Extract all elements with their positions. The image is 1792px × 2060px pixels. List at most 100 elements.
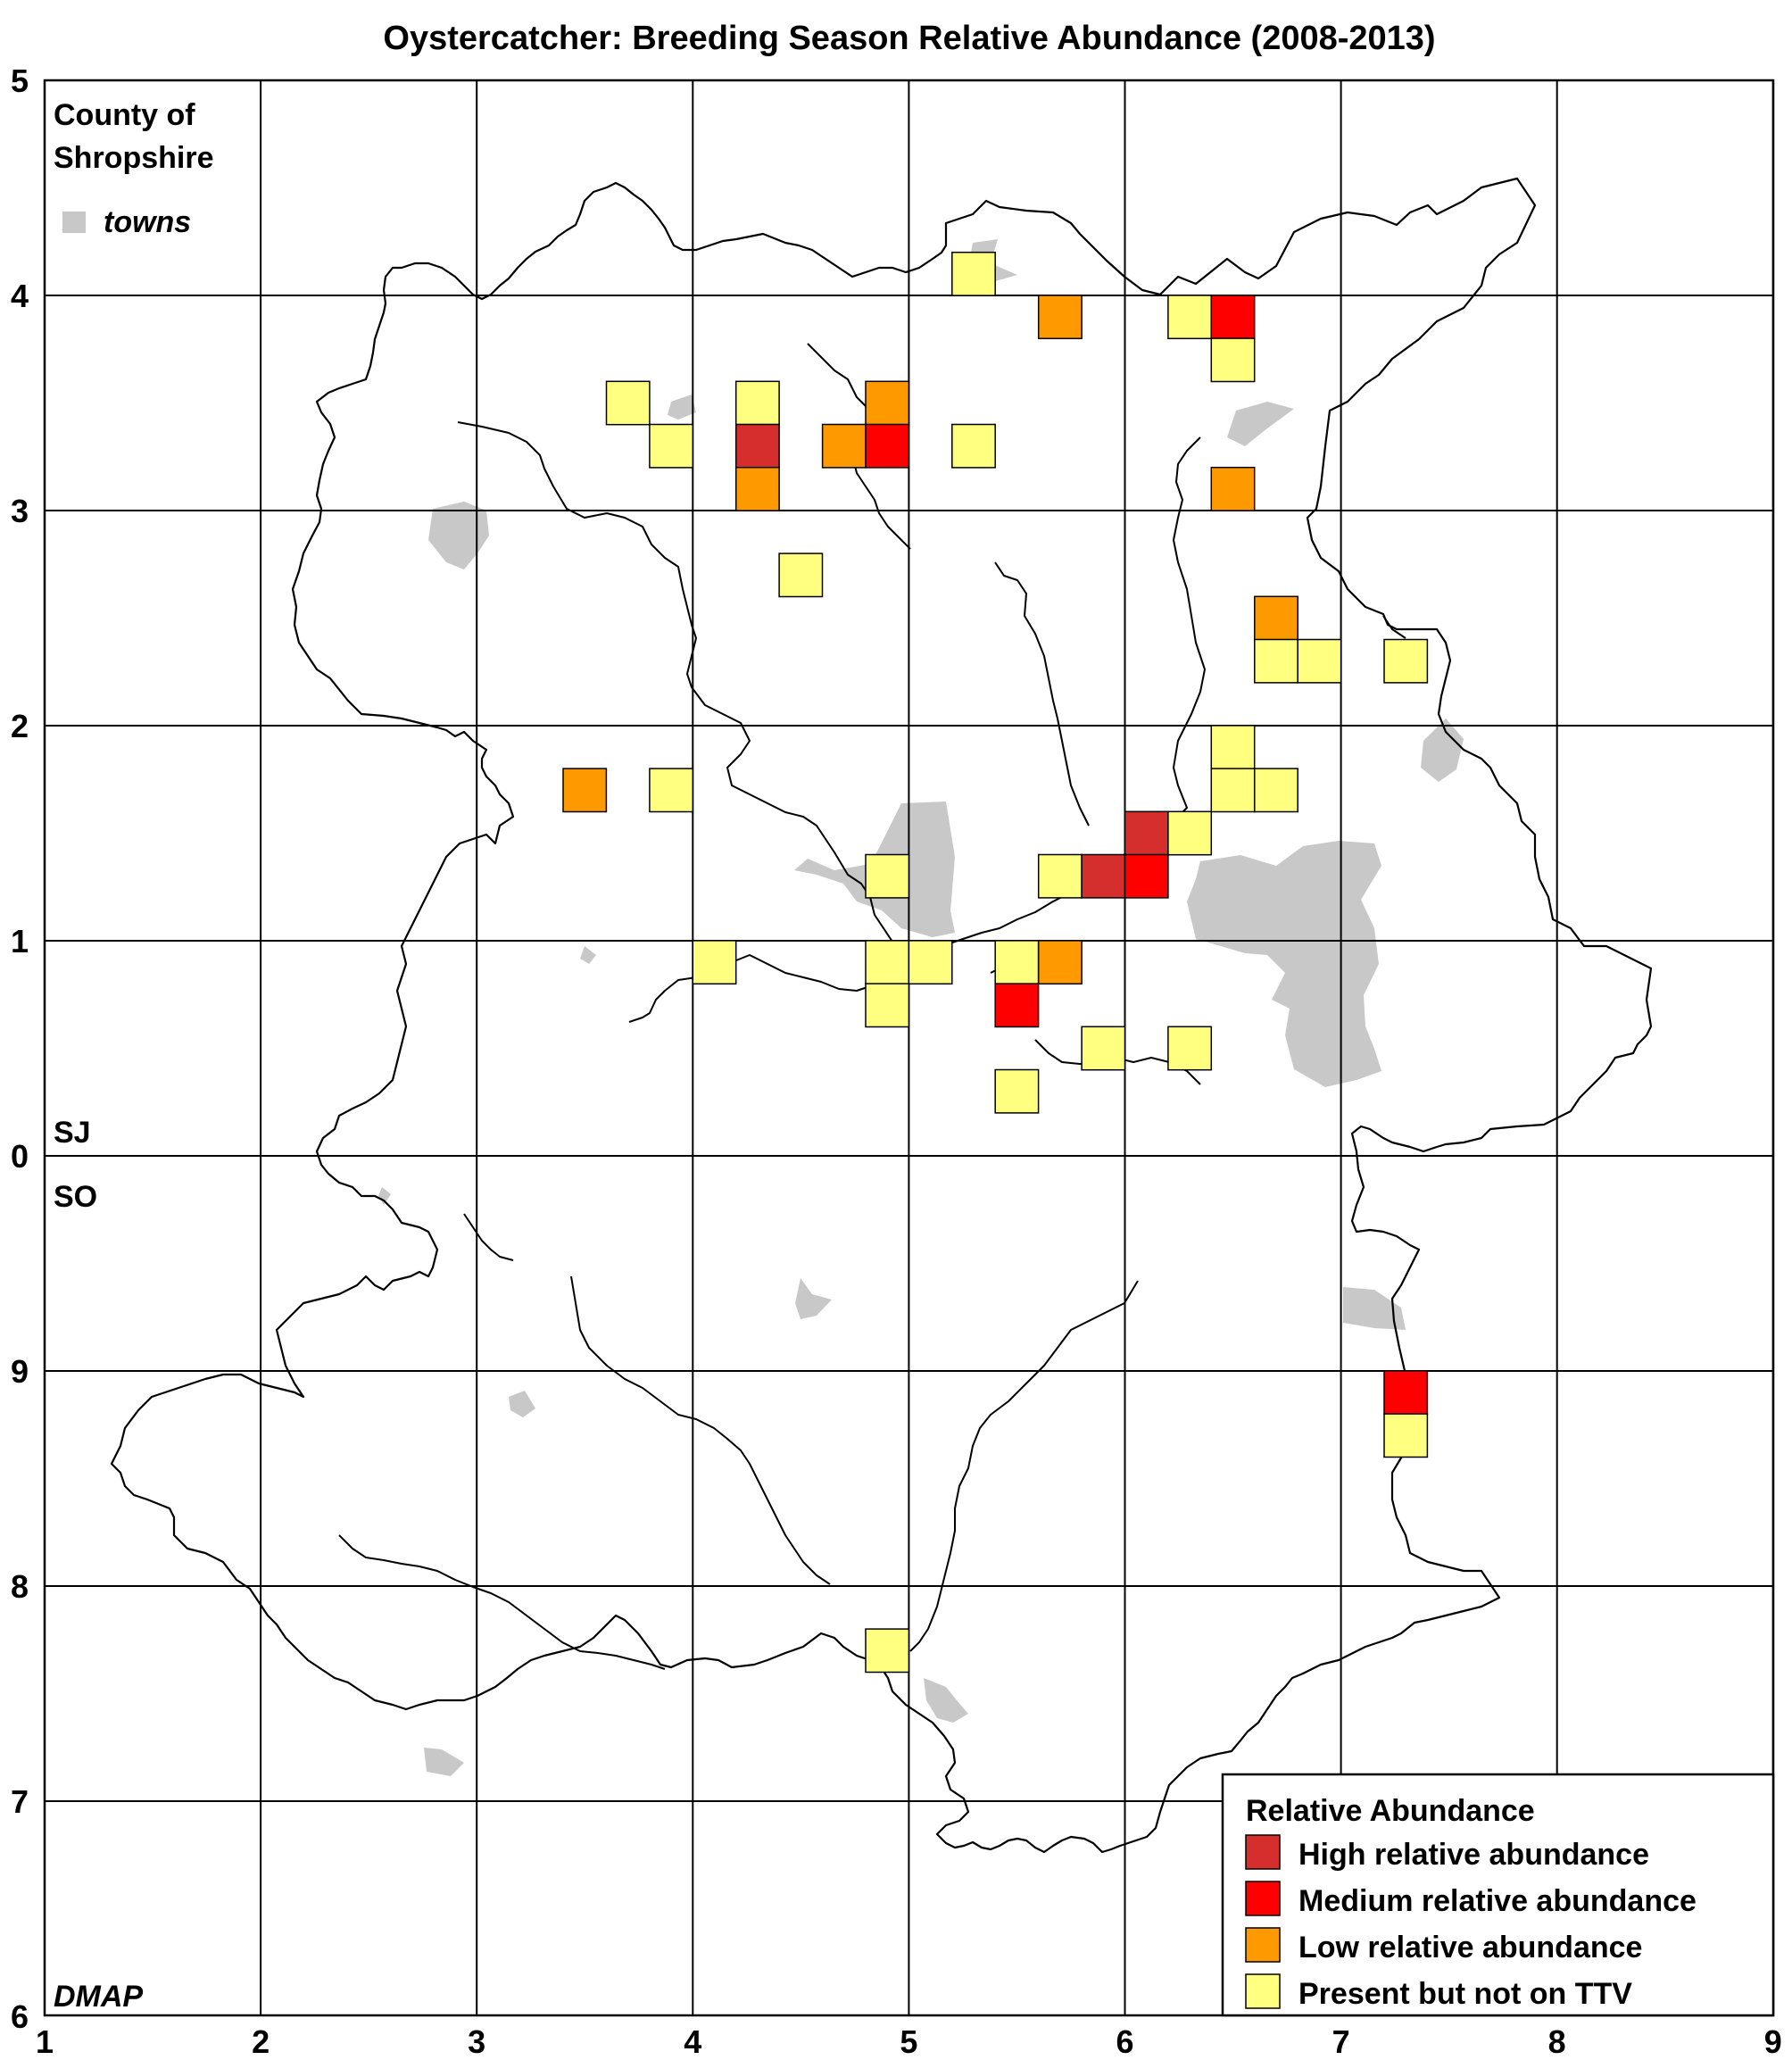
tetrad-present <box>649 768 694 813</box>
tetrad-present <box>994 1068 1040 1114</box>
tetrad-present <box>994 940 1040 985</box>
town-area <box>795 1278 832 1319</box>
town-area <box>1421 719 1464 782</box>
tetrad-low <box>1037 295 1083 340</box>
x-tick-label: 5 <box>900 2023 917 2060</box>
legend: Relative Abundance High relative abundan… <box>1221 1773 1775 2017</box>
y-tick-label: 3 <box>11 493 29 529</box>
county-boundary <box>110 177 1653 1854</box>
tetrad-low <box>1210 466 1256 511</box>
tetrad-present <box>1037 853 1083 899</box>
tetrad-low <box>865 380 910 426</box>
town-area <box>424 1748 464 1776</box>
tetrad-low <box>821 423 867 469</box>
y-tick-label: 6 <box>11 1998 29 2035</box>
legend-swatch-low <box>1245 1927 1281 1963</box>
tetrad-present <box>865 853 910 899</box>
river <box>1382 615 1406 639</box>
tetrad-present <box>1297 638 1342 684</box>
tetrad-present <box>1081 1026 1126 1071</box>
river <box>909 1280 1139 1652</box>
towns-legend-swatch <box>62 212 86 233</box>
y-tick-label: 8 <box>11 1568 29 1605</box>
tetrad-present <box>1210 768 1256 813</box>
tetrad-low <box>734 466 780 511</box>
map-title: Oystercatcher: Breeding Season Relative … <box>383 20 1435 57</box>
y-tick-label: 0 <box>11 1138 29 1175</box>
town-area <box>378 1187 391 1205</box>
y-tick-label: 1 <box>11 923 29 959</box>
tetrad-present <box>778 552 824 598</box>
tetrad-present <box>865 940 910 985</box>
y-tick-label: 5 <box>11 62 29 99</box>
tetrad-present <box>605 380 651 426</box>
x-tick-label: 8 <box>1548 2023 1566 2060</box>
y-tick-label: 4 <box>11 278 29 314</box>
x-tick-label: 6 <box>1116 2023 1133 2060</box>
town-area <box>580 946 596 964</box>
tetrad-medium <box>1383 1370 1429 1416</box>
tetrad-medium <box>865 423 910 469</box>
tetrad-low <box>1254 595 1298 641</box>
x-axis-ticks: 1 2 3 4 5 6 7 8 9 <box>36 2023 1782 2060</box>
tetrad-low <box>562 768 608 813</box>
legend-label-medium: Medium relative abundance <box>1298 1884 1697 1918</box>
x-tick-label: 9 <box>1764 2023 1782 2060</box>
grid-square-sj: SJ <box>54 1116 91 1150</box>
tetrad-present <box>951 423 996 469</box>
town-area <box>509 1391 535 1417</box>
legend-label-low: Low relative abundance <box>1298 1931 1642 1964</box>
legend-swatch-medium <box>1245 1881 1281 1916</box>
legend-title: Relative Abundance <box>1246 1794 1535 1828</box>
tetrad-present <box>1167 810 1213 856</box>
records-layer <box>562 251 1429 1674</box>
tetrad-high <box>1124 810 1169 856</box>
x-tick-label: 1 <box>36 2023 54 2060</box>
river <box>994 561 1090 826</box>
tetrad-low <box>1037 940 1083 985</box>
x-tick-label: 3 <box>468 2023 485 2060</box>
town-area <box>1227 402 1294 446</box>
river <box>338 1534 666 1670</box>
legend-box <box>1221 1773 1775 2017</box>
town-area <box>428 502 489 569</box>
legend-swatch-present <box>1245 1973 1281 2009</box>
tetrad-present <box>1167 1026 1213 1071</box>
y-tick-label: 2 <box>11 708 29 744</box>
y-tick-label: 9 <box>11 1353 29 1390</box>
tetrad-present <box>1254 638 1298 684</box>
y-tick-label: 7 <box>11 1783 29 1820</box>
tetrad-medium <box>1210 295 1256 340</box>
county-label: County of <box>54 98 195 132</box>
x-tick-label: 7 <box>1332 2023 1350 2060</box>
river <box>463 1213 514 1261</box>
legend-swatch-high <box>1245 1834 1281 1870</box>
town-area <box>1343 1287 1406 1330</box>
tetrad-present <box>1254 768 1298 813</box>
town-area <box>668 395 696 419</box>
grid-square-so: SO <box>54 1180 97 1214</box>
x-tick-label: 4 <box>684 2023 701 2060</box>
tetrad-present <box>1383 1413 1429 1458</box>
tetrad-present <box>734 380 780 426</box>
county-label: Shropshire <box>54 141 213 175</box>
tetrad-present <box>1210 725 1256 770</box>
towns-label: towns <box>104 205 191 239</box>
town-area <box>924 1678 968 1723</box>
tetrad-present <box>865 1628 910 1674</box>
legend-label-high: High relative abundance <box>1298 1838 1649 1872</box>
tetrad-high <box>734 423 780 469</box>
town-area <box>1187 841 1381 1087</box>
tetrad-present <box>692 940 737 985</box>
tetrad-high <box>1081 853 1126 899</box>
tetrad-present <box>1383 638 1429 684</box>
tetrad-present <box>649 423 694 469</box>
tetrad-present <box>951 251 996 296</box>
x-tick-label: 2 <box>252 2023 270 2060</box>
tetrad-present <box>1210 337 1256 383</box>
legend-label-present: Present but not on TTV <box>1298 1977 1632 2011</box>
dmap-credit: DMAP <box>54 1980 143 2014</box>
tetrad-medium <box>994 983 1040 1028</box>
